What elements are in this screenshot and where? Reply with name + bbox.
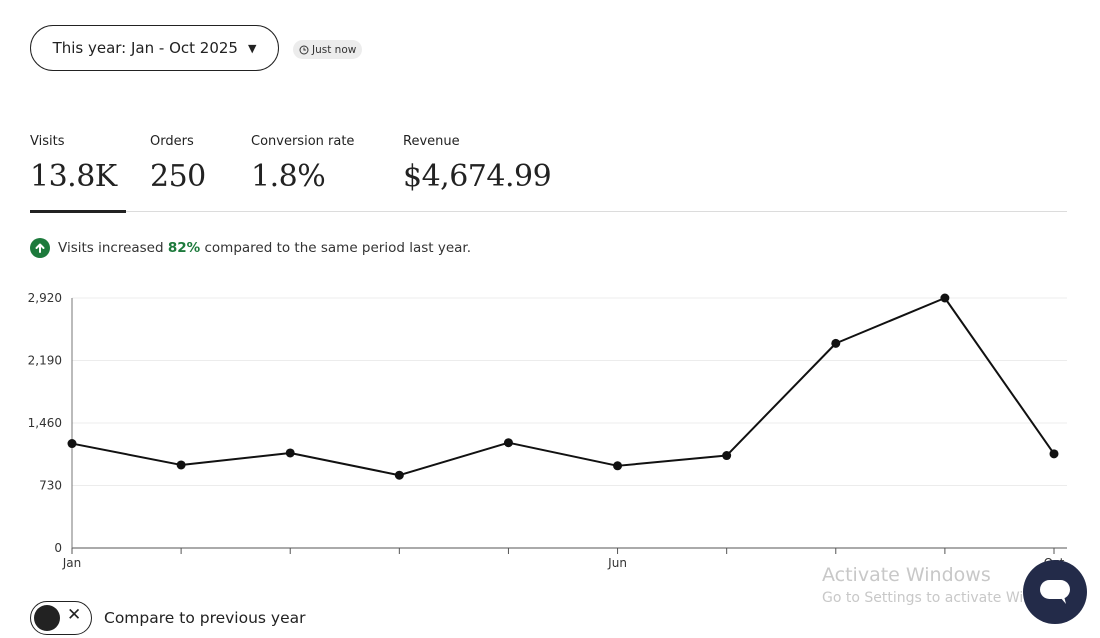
close-icon: ✕: [67, 605, 82, 625]
data-point: [394, 470, 404, 480]
date-range-label: This year: Jan - Oct 2025: [52, 39, 238, 57]
activate-windows-watermark: Activate Windows Go to Settings to activ…: [822, 564, 1073, 606]
metric-label: Orders: [150, 134, 194, 149]
data-point: [503, 438, 513, 448]
metrics-divider: [30, 211, 1067, 212]
metric-value: 1.8%: [251, 159, 326, 194]
metric-value: 13.8K: [30, 159, 117, 194]
data-point: [940, 293, 950, 303]
x-tick-label: Jun: [607, 556, 627, 570]
insight-percent: 82%: [167, 240, 201, 256]
active-tab-underline: [30, 210, 126, 213]
clock-icon: [299, 45, 309, 54]
metric-tab-visits[interactable]: Visits 13.8K: [30, 134, 117, 194]
data-point: [722, 451, 732, 461]
metric-tab-conversion-rate[interactable]: Conversion rate 1.8%: [251, 134, 354, 194]
watermark-title: Activate Windows: [822, 564, 991, 586]
date-range-dropdown[interactable]: This year: Jan - Oct 2025 ▼: [30, 25, 279, 71]
data-point: [176, 460, 186, 470]
updated-badge-text: Just now: [312, 43, 357, 56]
compare-toggle[interactable]: ✕: [30, 601, 92, 635]
y-tick-label: 0: [54, 541, 62, 555]
chat-icon: [1040, 580, 1070, 604]
y-tick-label: 2,920: [28, 291, 62, 305]
toggle-knob: [34, 605, 60, 631]
chat-button[interactable]: [1023, 560, 1087, 624]
metric-tab-revenue[interactable]: Revenue $4,674.99: [403, 134, 552, 194]
data-point: [285, 448, 295, 458]
data-point: [1049, 449, 1059, 459]
compare-label: Compare to previous year: [104, 609, 306, 627]
insight-prefix: Visits increased: [58, 240, 164, 256]
data-point: [613, 461, 623, 471]
compare-control: ✕ Compare to previous year: [30, 601, 306, 635]
watermark-subtitle: Go to Settings to activate Windows.: [822, 590, 1073, 606]
updated-badge: Just now: [293, 40, 363, 59]
metric-value: $4,674.99: [403, 159, 552, 194]
data-point: [831, 338, 841, 348]
y-tick-label: 2,190: [28, 354, 62, 368]
data-point: [67, 439, 77, 449]
metric-tab-orders[interactable]: Orders 250: [150, 134, 206, 194]
metric-value: 250: [150, 159, 206, 194]
x-tick-label: Jan: [62, 556, 82, 570]
metric-label: Visits: [30, 134, 65, 149]
metric-label: Conversion rate: [251, 134, 355, 149]
arrow-up-icon: [30, 238, 50, 258]
caret-down-icon: ▼: [247, 41, 257, 55]
visits-insight: Visits increased 82% compared to the sam…: [30, 238, 471, 258]
series-line-visits: [71, 297, 1055, 477]
insight-suffix: compared to the same period last year.: [204, 240, 472, 256]
metric-label: Revenue: [403, 134, 460, 149]
y-tick-label: 730: [39, 479, 62, 493]
y-tick-label: 1,460: [28, 416, 62, 430]
